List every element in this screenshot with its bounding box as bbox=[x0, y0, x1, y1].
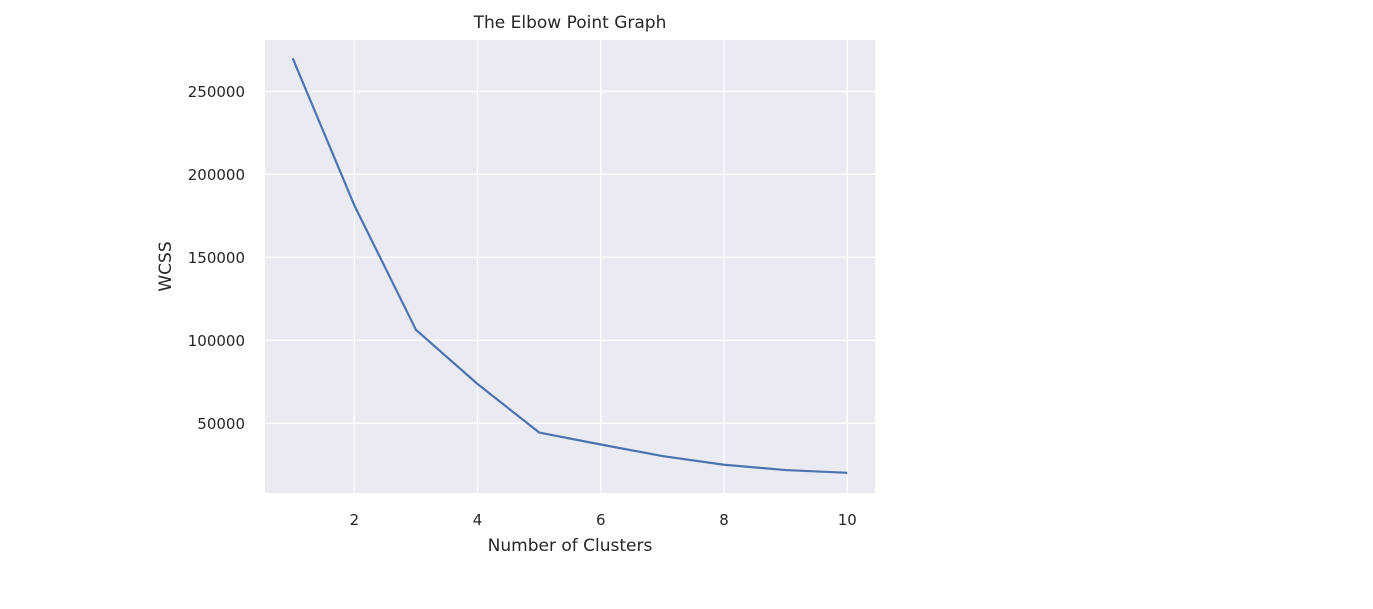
y-axis-title: WCSS bbox=[156, 241, 176, 291]
plot-area bbox=[265, 40, 875, 493]
series-line bbox=[291, 57, 848, 474]
y-tick-label: 100000 bbox=[188, 332, 245, 350]
y-tick-labels: 50000 100000 150000 200000 250000 bbox=[188, 83, 245, 433]
x-tick-label: 4 bbox=[473, 511, 483, 529]
y-tick-label: 250000 bbox=[188, 83, 245, 101]
y-tick-label: 50000 bbox=[197, 415, 245, 433]
y-tick-label: 200000 bbox=[188, 166, 245, 184]
x-tick-label: 6 bbox=[596, 511, 606, 529]
x-tick-label: 8 bbox=[719, 511, 729, 529]
x-tick-label: 2 bbox=[350, 511, 360, 529]
grid-x bbox=[353, 40, 848, 493]
x-axis-title: Number of Clusters bbox=[488, 536, 653, 556]
grid-y bbox=[265, 90, 875, 424]
x-tick-label: 10 bbox=[838, 511, 857, 529]
y-tick-label: 150000 bbox=[188, 249, 245, 267]
series-group bbox=[291, 57, 848, 474]
x-tick-labels: 2 4 6 8 10 bbox=[350, 511, 857, 529]
chart-title: The Elbow Point Graph bbox=[473, 13, 667, 33]
